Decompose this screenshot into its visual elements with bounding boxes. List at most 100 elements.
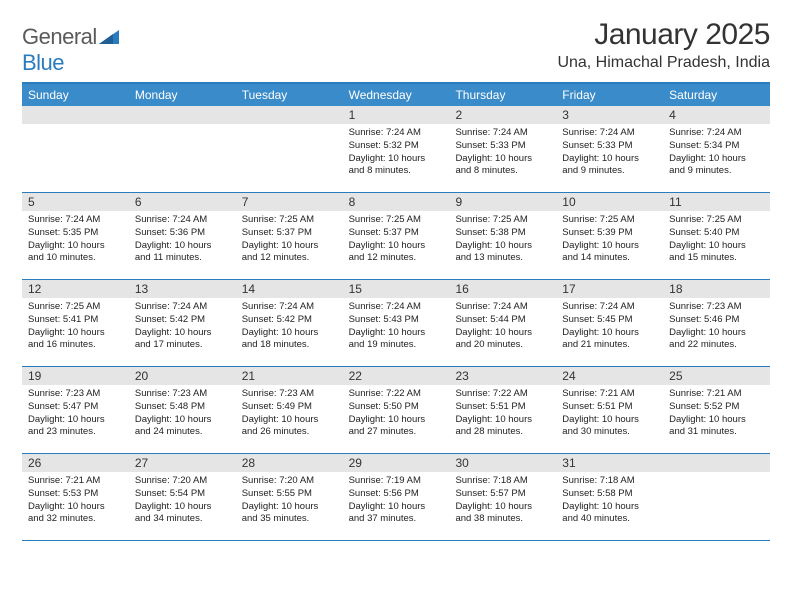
day-cell: 23Sunrise: 7:22 AMSunset: 5:51 PMDayligh…: [449, 367, 556, 453]
day-number: 5: [22, 193, 129, 211]
day-cell: 26Sunrise: 7:21 AMSunset: 5:53 PMDayligh…: [22, 454, 129, 540]
day-cell: 20Sunrise: 7:23 AMSunset: 5:48 PMDayligh…: [129, 367, 236, 453]
sunrise-text: Sunrise: 7:25 AM: [562, 214, 657, 227]
day-cell: 1Sunrise: 7:24 AMSunset: 5:32 PMDaylight…: [343, 106, 450, 192]
day-number: 27: [129, 454, 236, 472]
day-number: 1: [343, 106, 450, 124]
week-row: 5Sunrise: 7:24 AMSunset: 5:35 PMDaylight…: [22, 193, 770, 280]
day-cell: 21Sunrise: 7:23 AMSunset: 5:49 PMDayligh…: [236, 367, 343, 453]
day-number: 24: [556, 367, 663, 385]
day-body: Sunrise: 7:25 AMSunset: 5:40 PMDaylight:…: [663, 211, 770, 269]
sunset-text: Sunset: 5:34 PM: [669, 140, 764, 153]
sunrise-text: Sunrise: 7:19 AM: [349, 475, 444, 488]
day-number: 19: [22, 367, 129, 385]
day-cell: 27Sunrise: 7:20 AMSunset: 5:54 PMDayligh…: [129, 454, 236, 540]
sunrise-text: Sunrise: 7:24 AM: [562, 127, 657, 140]
day-body: Sunrise: 7:23 AMSunset: 5:49 PMDaylight:…: [236, 385, 343, 443]
week-row: 19Sunrise: 7:23 AMSunset: 5:47 PMDayligh…: [22, 367, 770, 454]
daylight-text: Daylight: 10 hours and 20 minutes.: [455, 327, 550, 353]
sunset-text: Sunset: 5:49 PM: [242, 401, 337, 414]
week-row: 1 Sunrise: 7:24 AM Sunset: 5:32 PM Daylight…: [22, 106, 770, 193]
day-number: 26: [22, 454, 129, 472]
day-number: 23: [449, 367, 556, 385]
day-number: 31: [556, 454, 663, 472]
day-cell: 8Sunrise: 7:25 AMSunset: 5:37 PMDaylight…: [343, 193, 450, 279]
sunset-text: Sunset: 5:43 PM: [349, 314, 444, 327]
sunrise-text: Sunrise: 7:23 AM: [135, 388, 230, 401]
sunset-text: Sunset: 5:37 PM: [242, 227, 337, 240]
sunset-text: Sunset: 5:45 PM: [562, 314, 657, 327]
day-cell: 30 Sunrise: 7:18 AMSunset: 5:57 PMDayligh…: [449, 454, 556, 540]
weekday-header: Wednesday: [343, 84, 450, 106]
day-number: 14: [236, 280, 343, 298]
sunset-text: Sunset: 5:44 PM: [455, 314, 550, 327]
weekday-header: Sunday: [22, 84, 129, 106]
daylight-text: Daylight: 10 hours and 19 minutes.: [349, 327, 444, 353]
day-number: [236, 106, 343, 124]
day-number: 3: [556, 106, 663, 124]
sunrise-text: Sunrise: 7:24 AM: [455, 301, 550, 314]
day-cell: 3Sunrise: 7:24 AMSunset: 5:33 PMDaylight…: [556, 106, 663, 192]
day-body: Sunrise: 7:21 AMSunset: 5:51 PMDaylight:…: [556, 385, 663, 443]
day-cell: 25Sunrise: 7:21 AMSunset: 5:52 PMDayligh…: [663, 367, 770, 453]
day-number: 16: [449, 280, 556, 298]
sunset-text: Sunset: 5:58 PM: [562, 488, 657, 501]
daylight-text: Daylight: 10 hours and 21 minutes.: [562, 327, 657, 353]
logo-word-a: General: [22, 24, 97, 49]
daylight-text: Daylight: 10 hours and 35 minutes.: [242, 501, 337, 527]
sunrise-text: Sunrise: 7:24 AM: [349, 301, 444, 314]
day-body: Sunrise: 7:21 AMSunset: 5:52 PMDaylight:…: [663, 385, 770, 443]
sunset-text: Sunset: 5:33 PM: [562, 140, 657, 153]
day-cell: 16 Sunrise: 7:24 AMSunset: 5:44 PMDayligh…: [449, 280, 556, 366]
day-body: Sunrise: 7:24 AMSunset: 5:33 PMDaylight:…: [556, 124, 663, 182]
day-number: 7: [236, 193, 343, 211]
sunrise-text: Sunrise: 7:21 AM: [28, 475, 123, 488]
month-title: January 2025: [557, 18, 770, 52]
day-cell: 29Sunrise: 7:19 AMSunset: 5:56 PMDayligh…: [343, 454, 450, 540]
day-body: Sunrise: 7:20 AMSunset: 5:55 PMDaylight:…: [236, 472, 343, 530]
sunset-text: Sunset: 5:56 PM: [349, 488, 444, 501]
calendar-grid: SundayMondayTuesdayWednesdayThursdayFrid…: [22, 82, 770, 541]
day-number: 20: [129, 367, 236, 385]
day-cell: 22Sunrise: 7:22 AMSunset: 5:50 PMDayligh…: [343, 367, 450, 453]
sunset-text: Sunset: 5:50 PM: [349, 401, 444, 414]
sunset-text: Sunset: 5:32 PM: [349, 140, 444, 153]
sunrise-text: Sunrise: 7:21 AM: [669, 388, 764, 401]
day-body: Sunrise: 7:23 AMSunset: 5:47 PMDaylight:…: [22, 385, 129, 443]
day-cell: 5Sunrise: 7:24 AMSunset: 5:35 PMDaylight…: [22, 193, 129, 279]
daylight-text: Daylight: 10 hours and 9 minutes.: [562, 153, 657, 179]
sunrise-text: Sunrise: 7:20 AM: [242, 475, 337, 488]
daylight-text: Daylight: 10 hours and 12 minutes.: [242, 240, 337, 266]
day-number: 13: [129, 280, 236, 298]
daylight-text: Daylight: 10 hours and 38 minutes.: [455, 501, 550, 527]
day-body: Sunrise: 7:24 AMSunset: 5:45 PMDaylight:…: [556, 298, 663, 356]
day-cell: [663, 454, 770, 540]
sunset-text: Sunset: 5:47 PM: [28, 401, 123, 414]
sunrise-text: Sunrise: 7:18 AM: [455, 475, 550, 488]
sunset-text: Sunset: 5:48 PM: [135, 401, 230, 414]
sunrise-text: Sunrise: 7:24 AM: [135, 301, 230, 314]
day-cell: [129, 106, 236, 192]
day-body: Sunrise: 7:25 AMSunset: 5:41 PMDaylight:…: [22, 298, 129, 356]
sunrise-text: Sunrise: 7:25 AM: [242, 214, 337, 227]
day-number: 30: [449, 454, 556, 472]
day-cell: 2Sunrise: 7:24 AMSunset: 5:33 PMDaylight…: [449, 106, 556, 192]
daylight-text: Daylight: 10 hours and 8 minutes.: [455, 153, 550, 179]
sunset-text: Sunset: 5:57 PM: [455, 488, 550, 501]
weekday-header: Tuesday: [236, 84, 343, 106]
daylight-text: Daylight: 10 hours and 16 minutes.: [28, 327, 123, 353]
day-body: Sunrise: 7:24 AMSunset: 5:42 PMDaylight:…: [236, 298, 343, 356]
day-number: 25: [663, 367, 770, 385]
daylight-text: Daylight: 10 hours and 12 minutes.: [349, 240, 444, 266]
day-number: 11: [663, 193, 770, 211]
day-cell: 24Sunrise: 7:21 AMSunset: 5:51 PMDayligh…: [556, 367, 663, 453]
header: General Blue January 2025 Una, Himachal …: [22, 18, 770, 76]
daylight-text: Daylight: 10 hours and 37 minutes.: [349, 501, 444, 527]
day-cell: 13Sunrise: 7:24 AMSunset: 5:42 PMDayligh…: [129, 280, 236, 366]
daylight-text: Daylight: 10 hours and 28 minutes.: [455, 414, 550, 440]
sunset-text: Sunset: 5:40 PM: [669, 227, 764, 240]
day-number: 9: [449, 193, 556, 211]
day-body: Sunrise: 7:20 AMSunset: 5:54 PMDaylight:…: [129, 472, 236, 530]
weekday-header: Saturday: [663, 84, 770, 106]
sunrise-text: Sunrise: 7:24 AM: [455, 127, 550, 140]
